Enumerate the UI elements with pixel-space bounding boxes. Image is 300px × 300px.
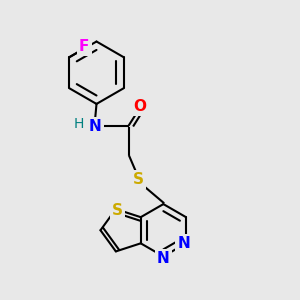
Text: N: N (177, 236, 190, 251)
Text: F: F (79, 39, 89, 54)
Text: S: S (133, 172, 144, 187)
Text: N: N (157, 251, 170, 266)
Text: H: H (74, 117, 84, 131)
Text: N: N (88, 119, 101, 134)
Text: O: O (134, 99, 147, 114)
Text: S: S (112, 203, 123, 218)
